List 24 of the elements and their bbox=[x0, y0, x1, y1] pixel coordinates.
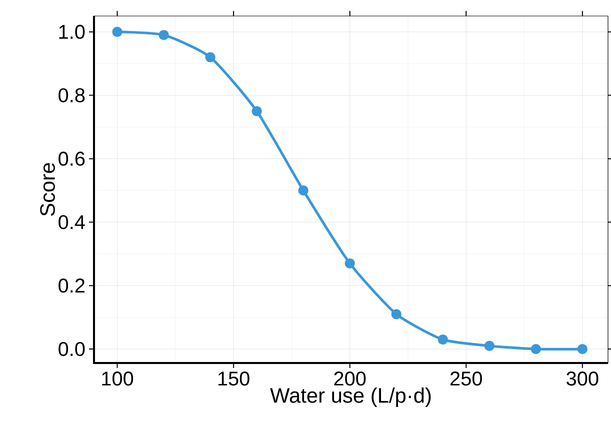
x-tick-label: 250 bbox=[450, 372, 482, 386]
x-tick-label: 300 bbox=[566, 372, 598, 386]
x-tick-label: 100 bbox=[102, 372, 134, 386]
point bbox=[344, 258, 355, 268]
y-tick-label: 0.4 bbox=[58, 215, 85, 230]
y-tick-label: 0.8 bbox=[58, 88, 85, 102]
point bbox=[158, 30, 169, 40]
point bbox=[298, 185, 308, 196]
y-tick-label: 0.6 bbox=[58, 152, 85, 166]
y-axis-title: Score bbox=[40, 163, 55, 216]
point bbox=[438, 334, 448, 345]
point bbox=[577, 344, 588, 354]
x-tick-label: 200 bbox=[334, 372, 366, 386]
y-tick-label: 0.0 bbox=[58, 342, 85, 356]
point bbox=[391, 309, 402, 320]
point bbox=[530, 344, 541, 354]
x-axis-title: Water use (L/p·d) bbox=[270, 387, 431, 407]
y-tick-label: 1.0 bbox=[59, 24, 85, 39]
point bbox=[484, 340, 494, 351]
point bbox=[112, 26, 122, 37]
point bbox=[205, 52, 216, 62]
x-tick-label: 150 bbox=[218, 372, 250, 386]
point bbox=[252, 106, 262, 116]
y-tick-label: 0.2 bbox=[58, 278, 84, 293]
